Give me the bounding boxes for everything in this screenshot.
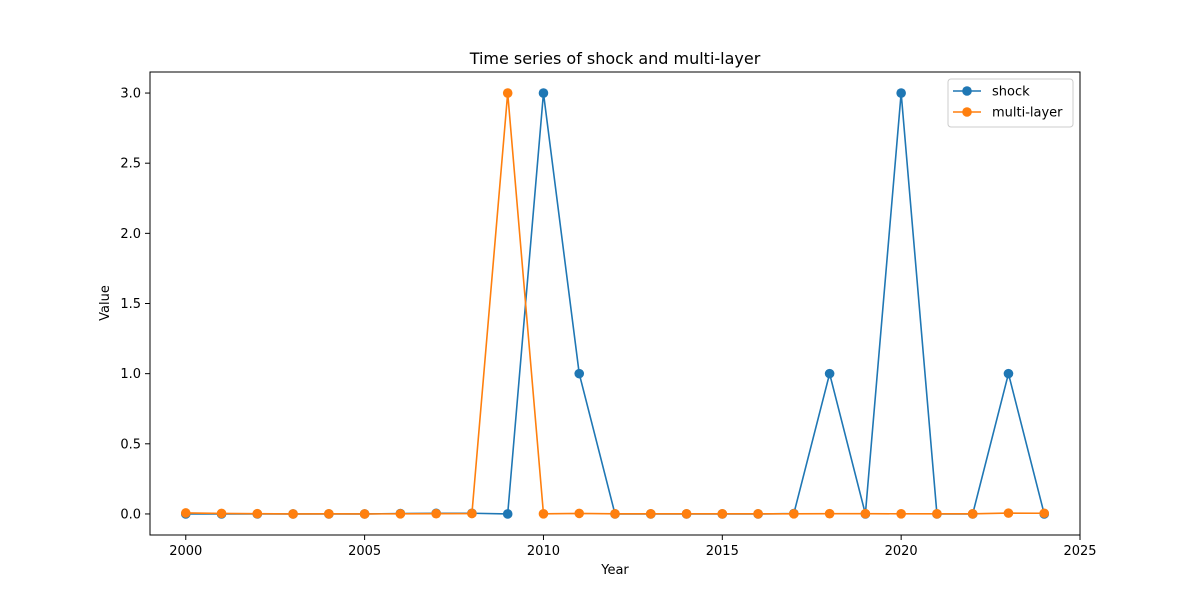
y-tick-label: 1.0: [120, 367, 141, 382]
y-tick-label: 0.0: [120, 507, 141, 522]
x-tick-label: 2020: [885, 544, 918, 559]
data-point-multi-layer: [502, 88, 513, 98]
data-point-multi-layer: [1003, 508, 1014, 518]
y-tick-label: 2.5: [120, 157, 141, 172]
x-tick-label: 2025: [1063, 544, 1096, 559]
legend-items: shock multi-layer: [953, 85, 1063, 121]
data-point-multi-layer: [753, 509, 763, 519]
data-point-multi-layer: [932, 509, 942, 519]
x-tick-label: 2015: [706, 544, 739, 559]
y-tick-label: 0.5: [120, 437, 141, 452]
data-point-multi-layer: [359, 509, 370, 519]
y-tick-label: 3.0: [120, 87, 141, 102]
data-point-shock: [1003, 368, 1014, 379]
data-point-multi-layer: [180, 508, 191, 518]
legend: shock multi-layer: [947, 78, 1074, 128]
data-point-multi-layer: [896, 509, 906, 519]
y-axis-label: Value: [98, 285, 113, 321]
data-point-multi-layer: [824, 508, 835, 519]
data-point-shock: [896, 88, 906, 98]
data-point-multi-layer: [467, 508, 477, 519]
y-tick-label: 2.0: [120, 227, 141, 242]
data-point-multi-layer: [717, 509, 728, 519]
data-point-multi-layer: [395, 509, 406, 519]
data-point-shock: [502, 509, 513, 519]
legend-label-multi-layer: multi-layer: [992, 106, 1063, 121]
data-point-multi-layer: [252, 508, 263, 519]
x-axis-label: Year: [600, 563, 629, 578]
data-point-multi-layer: [645, 509, 656, 519]
y-axis: 0.0 0.5 1.0 1.5 2.0 2.5 3.0: [120, 87, 150, 522]
data-point-shock: [574, 368, 585, 379]
data-point-multi-layer: [860, 508, 871, 519]
data-point-multi-layer: [610, 509, 620, 519]
y-tick-label: 1.5: [120, 297, 141, 312]
data-point-multi-layer: [681, 509, 692, 519]
plot-area: [180, 88, 1050, 519]
data-point-multi-layer: [431, 508, 441, 519]
data-point-shock: [824, 368, 835, 379]
x-tick-label: 2000: [169, 544, 202, 559]
x-tick-label: 2010: [527, 544, 560, 559]
legend-marker-multi-layer: [962, 107, 972, 117]
legend-label-shock: shock: [992, 85, 1030, 100]
x-axis: 2000 2005 2010 2015 2020 2025: [169, 535, 1097, 559]
data-point-multi-layer: [967, 509, 978, 519]
data-point-multi-layer: [538, 509, 549, 519]
chart-title: Time series of shock and multi-layer: [469, 49, 761, 68]
data-point-multi-layer: [288, 509, 298, 519]
data-point-multi-layer: [574, 508, 585, 519]
data-point-multi-layer: [1039, 508, 1050, 519]
x-tick-label: 2005: [348, 544, 381, 559]
data-point-shock: [538, 88, 549, 98]
legend-marker-shock: [962, 86, 972, 96]
data-point-multi-layer: [216, 508, 227, 519]
data-point-multi-layer: [789, 509, 799, 519]
data-point-multi-layer: [324, 509, 334, 519]
